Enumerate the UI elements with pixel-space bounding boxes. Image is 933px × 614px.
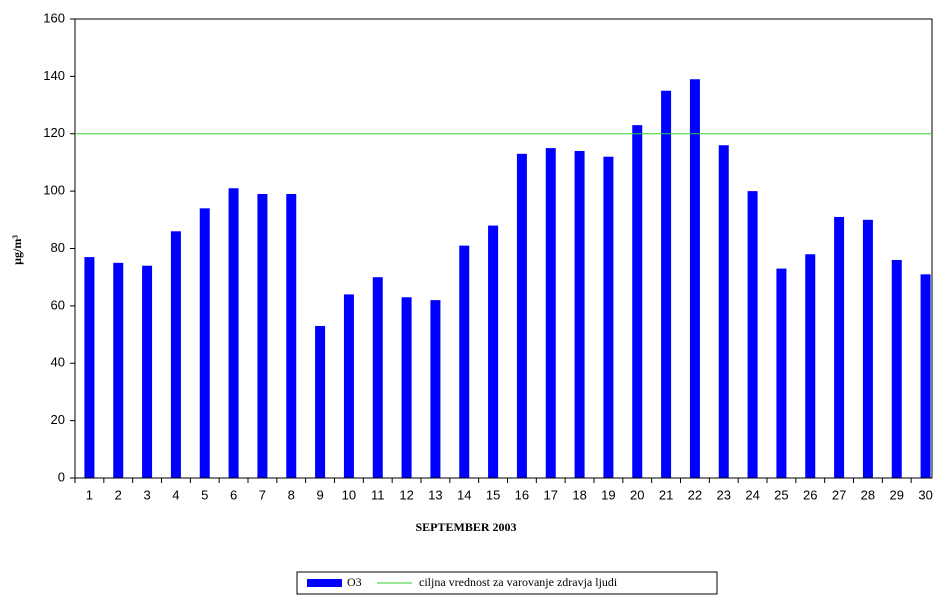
bar (84, 257, 95, 478)
bar (315, 325, 326, 478)
y-axis-title: µg/m³ (10, 235, 24, 265)
bar (920, 274, 931, 478)
x-tick-label: 7 (259, 487, 266, 502)
y-tick-label: 40 (51, 355, 65, 370)
x-tick-label: 18 (572, 487, 586, 502)
x-tick-label: 5 (201, 487, 208, 502)
x-tick-label: 20 (630, 487, 644, 502)
x-tick-label: 21 (659, 487, 673, 502)
x-tick-label: 12 (399, 487, 413, 502)
bar (718, 145, 729, 478)
y-tick-label: 100 (43, 183, 65, 198)
bar (401, 297, 412, 478)
y-tick-label: 60 (51, 297, 65, 312)
x-tick-label: 9 (316, 487, 323, 502)
x-tick-label: 10 (342, 487, 356, 502)
bar (747, 191, 758, 478)
bar (862, 219, 873, 478)
x-tick-label: 28 (861, 487, 875, 502)
x-tick-label: 4 (172, 487, 179, 502)
x-tick-label: 30 (918, 487, 932, 502)
x-tick-label: 22 (688, 487, 702, 502)
x-tick-label: 26 (803, 487, 817, 502)
x-tick-label: 27 (832, 487, 846, 502)
x-tick-label: 19 (601, 487, 615, 502)
legend-label: O3 (347, 575, 362, 589)
x-tick-label: 2 (115, 487, 122, 502)
legend-box (296, 571, 718, 595)
x-tick-label: 17 (544, 487, 558, 502)
x-tick-label: 29 (890, 487, 904, 502)
bar (574, 150, 585, 478)
bar (372, 277, 383, 478)
bar (603, 156, 614, 478)
bar (891, 259, 902, 478)
bar (142, 265, 153, 478)
y-tick-label: 0 (58, 469, 65, 484)
y-tick-label: 140 (43, 68, 65, 83)
x-tick-label: 16 (515, 487, 529, 502)
x-tick-label: 14 (457, 487, 471, 502)
y-tick-label: 160 (43, 10, 65, 25)
bar (257, 193, 268, 478)
legend-swatch (307, 579, 342, 587)
bar (488, 225, 499, 478)
bar (343, 294, 354, 478)
x-tick-label: 24 (745, 487, 759, 502)
bar (430, 300, 441, 478)
bar (689, 79, 700, 479)
x-tick-label: 13 (428, 487, 442, 502)
bar (170, 231, 181, 478)
bar (286, 193, 297, 478)
bar (199, 208, 210, 478)
y-tick-label: 120 (43, 125, 65, 140)
bar (661, 90, 672, 478)
x-tick-label: 1 (86, 487, 93, 502)
x-tick-label: 25 (774, 487, 788, 502)
bar (805, 254, 816, 478)
y-tick-label: 20 (51, 412, 65, 427)
bar (545, 148, 556, 478)
x-tick-label: 8 (288, 487, 295, 502)
x-tick-label: 3 (143, 487, 150, 502)
bar (776, 268, 787, 478)
bar (113, 262, 124, 478)
x-axis-title: SEPTEMBER 2003 (415, 520, 516, 534)
x-tick-label: 11 (371, 487, 385, 502)
legend-label: ciljna vrednost za varovanje zdravja lju… (419, 575, 618, 589)
y-tick-label: 80 (51, 240, 65, 255)
bar (516, 153, 527, 479)
bar (228, 188, 239, 478)
bar (459, 245, 470, 478)
x-tick-label: 23 (717, 487, 731, 502)
x-tick-label: 15 (486, 487, 500, 502)
x-tick-label: 6 (230, 487, 237, 502)
bar (632, 125, 643, 479)
bar (834, 216, 845, 478)
